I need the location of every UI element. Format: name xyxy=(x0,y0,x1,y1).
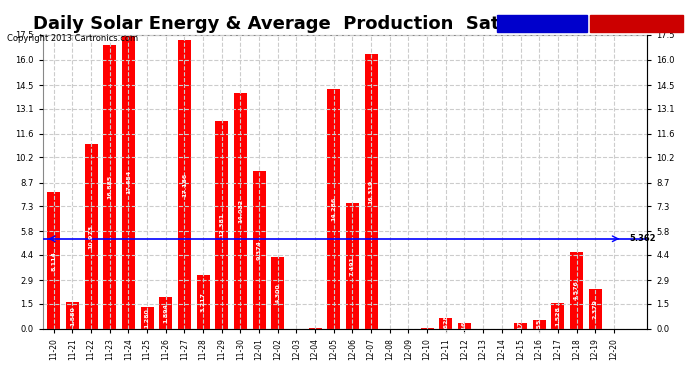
Bar xyxy=(253,171,266,329)
Text: 0.557: 0.557 xyxy=(537,314,542,334)
Text: 2.379: 2.379 xyxy=(593,299,598,319)
Bar xyxy=(234,93,247,329)
Bar xyxy=(458,323,471,329)
Text: 16.319: 16.319 xyxy=(368,180,374,204)
Bar xyxy=(589,289,602,329)
Text: 0.628: 0.628 xyxy=(443,314,448,334)
Text: 1.580: 1.580 xyxy=(70,306,75,326)
Bar xyxy=(551,303,564,329)
Bar xyxy=(364,54,377,329)
Bar xyxy=(271,256,284,329)
Bar xyxy=(327,88,340,329)
Text: 7.491: 7.491 xyxy=(350,256,355,276)
Text: 0.375: 0.375 xyxy=(518,316,523,336)
Title: Daily Solar Energy & Average  Production  Sat  Dec  21  07:38: Daily Solar Energy & Average Production … xyxy=(33,15,657,33)
Text: 8.114: 8.114 xyxy=(51,251,56,271)
Bar xyxy=(85,144,97,329)
Bar xyxy=(159,297,172,329)
Text: 1.528: 1.528 xyxy=(555,306,560,326)
Bar xyxy=(47,192,60,329)
Bar xyxy=(122,35,135,329)
Bar xyxy=(346,203,359,329)
Text: 1.894: 1.894 xyxy=(164,303,168,323)
Bar xyxy=(178,40,191,329)
Bar xyxy=(440,318,453,329)
Text: 5.362: 5.362 xyxy=(630,234,656,243)
Text: 14.032: 14.032 xyxy=(238,199,243,223)
Text: 1.280: 1.280 xyxy=(145,308,150,328)
Text: 9.374: 9.374 xyxy=(257,240,262,260)
Bar xyxy=(197,275,210,329)
Bar xyxy=(308,328,322,329)
Text: 4.300: 4.300 xyxy=(275,283,280,303)
Text: 3.217: 3.217 xyxy=(201,292,206,312)
Text: 14.286: 14.286 xyxy=(331,196,336,221)
Text: Average  (kWh): Average (kWh) xyxy=(505,19,578,28)
Bar xyxy=(421,328,434,329)
Text: 4.576: 4.576 xyxy=(574,280,579,300)
Text: Copyright 2013 Cartronics.com: Copyright 2013 Cartronics.com xyxy=(7,34,138,43)
Text: 12.381: 12.381 xyxy=(219,213,224,237)
Bar xyxy=(141,308,154,329)
Text: Daily  (kWh): Daily (kWh) xyxy=(608,19,666,28)
Text: 17.186: 17.186 xyxy=(182,172,187,196)
Bar xyxy=(533,320,546,329)
Bar xyxy=(215,121,228,329)
Bar xyxy=(570,252,583,329)
Text: 16.885: 16.885 xyxy=(107,175,112,199)
Text: 10.973: 10.973 xyxy=(88,225,94,249)
Text: 0.361: 0.361 xyxy=(462,316,467,336)
Bar xyxy=(104,45,117,329)
Bar xyxy=(514,322,527,329)
Bar xyxy=(66,302,79,329)
Text: 17.454: 17.454 xyxy=(126,170,131,194)
